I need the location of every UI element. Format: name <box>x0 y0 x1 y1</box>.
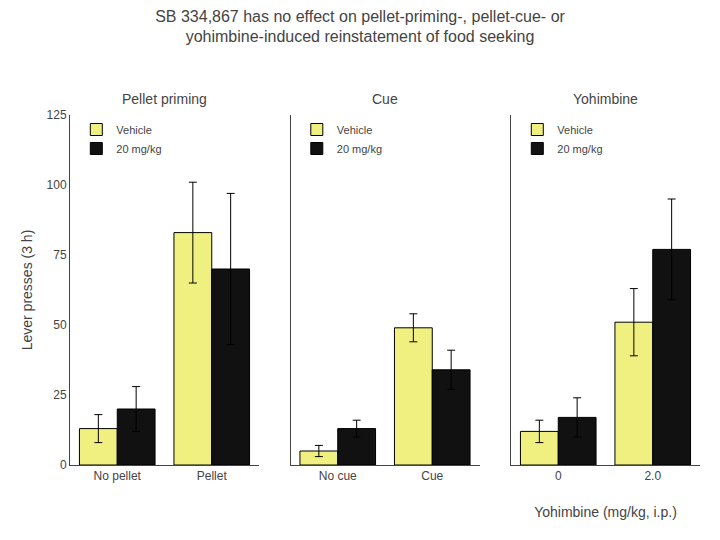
svg-text:125: 125 <box>47 108 67 122</box>
svg-text:100: 100 <box>47 178 67 192</box>
svg-text:Vehicle: Vehicle <box>557 124 592 136</box>
svg-text:Vehicle: Vehicle <box>337 124 372 136</box>
svg-text:20 mg/kg: 20 mg/kg <box>116 143 161 155</box>
svg-text:20 mg/kg: 20 mg/kg <box>557 143 602 155</box>
svg-text:25: 25 <box>53 388 67 402</box>
svg-text:0: 0 <box>60 458 67 472</box>
svg-text:Cue: Cue <box>421 469 443 483</box>
svg-text:20 mg/kg: 20 mg/kg <box>337 143 382 155</box>
svg-text:No cue: No cue <box>319 469 357 483</box>
svg-text:No pellet: No pellet <box>94 469 142 483</box>
svg-text:Pellet: Pellet <box>197 469 228 483</box>
svg-text:Lever presses (3 h): Lever presses (3 h) <box>19 230 35 351</box>
svg-text:Cue: Cue <box>372 91 398 107</box>
svg-text:Yohimbine (mg/kg, i.p.): Yohimbine (mg/kg, i.p.) <box>534 504 677 520</box>
svg-text:2.0: 2.0 <box>644 469 661 483</box>
svg-text:0: 0 <box>555 469 562 483</box>
svg-text:Vehicle: Vehicle <box>116 124 151 136</box>
svg-text:Pellet priming: Pellet priming <box>122 91 207 107</box>
svg-text:50: 50 <box>53 318 67 332</box>
svg-text:75: 75 <box>53 248 67 262</box>
svg-text:Yohimbine: Yohimbine <box>573 91 638 107</box>
svg-text:SB 334,867 has no effect on pe: SB 334,867 has no effect on pellet-primi… <box>155 8 565 46</box>
